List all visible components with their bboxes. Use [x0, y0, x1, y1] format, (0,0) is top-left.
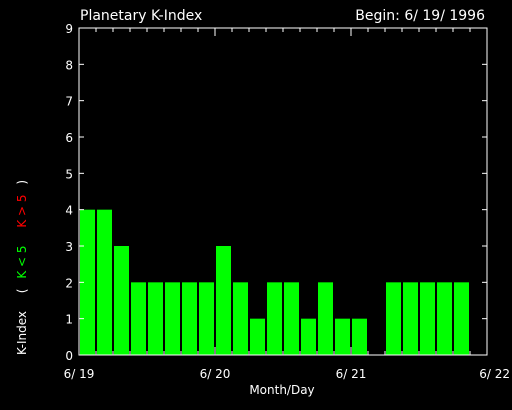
- bar-1: [97, 209, 112, 355]
- bar-12: [284, 282, 299, 355]
- y-tick-label-2: 2: [65, 276, 73, 290]
- chart-subtitle: Begin: 6/ 19/ 1996: [355, 8, 485, 24]
- bar-7: [199, 282, 214, 355]
- y-tick-label-1: 1: [65, 313, 73, 327]
- y-axis-label-close-paren: ): [15, 180, 29, 185]
- bar-8: [216, 246, 231, 355]
- y-tick-label-8: 8: [65, 58, 73, 72]
- y-axis-label-green: K < 5: [15, 245, 29, 278]
- y-tick-label-9: 9: [65, 22, 73, 36]
- y-tick-label-0: 0: [65, 349, 73, 363]
- bar-3: [131, 282, 146, 355]
- chart-title: Planetary K-Index: [80, 8, 202, 24]
- bar-13: [301, 318, 316, 355]
- bar-15: [335, 318, 350, 355]
- y-tick-label-5: 5: [65, 167, 73, 181]
- bar-5: [165, 282, 180, 355]
- bar-11: [267, 282, 282, 355]
- x-tick-label-0: 6/ 19: [64, 367, 95, 381]
- y-axis-label: K-Index ( K < 5 K > 5 ): [15, 180, 29, 355]
- bar-20: [420, 282, 435, 355]
- y-axis-label-prefix: K-Index: [15, 311, 29, 355]
- bar-10: [250, 318, 265, 355]
- bar-16: [352, 318, 367, 355]
- axes: [78, 27, 488, 356]
- y-tick-label-4: 4: [65, 204, 73, 218]
- x-tick-labels: 6/ 19 6/ 20 6/ 21 6/ 22: [64, 367, 510, 381]
- y-tick-label-3: 3: [65, 240, 73, 254]
- y-tick-label-7: 7: [65, 95, 73, 109]
- x-tick-label-1: 6/ 20: [200, 367, 231, 381]
- y-tick-labels: 0 1 2 3 4 5 6 7 8 9: [65, 22, 73, 363]
- bar-6: [182, 282, 197, 355]
- y-axis-label-red: K > 5: [15, 194, 29, 227]
- bar-18: [386, 282, 401, 355]
- bar-14: [318, 282, 333, 355]
- bar-9: [233, 282, 248, 355]
- bar-2: [114, 246, 129, 355]
- bar-4: [148, 282, 163, 355]
- x-axis-label: Month/Day: [249, 383, 314, 397]
- x-tick-label-2: 6/ 21: [336, 367, 367, 381]
- bar-22: [454, 282, 469, 355]
- bar-21: [437, 282, 452, 355]
- x-tick-label-3: 6/ 22: [479, 367, 510, 381]
- y-tick-label-6: 6: [65, 131, 73, 145]
- bar-19: [403, 282, 418, 355]
- y-axis-label-open-paren: (: [15, 289, 29, 294]
- bar-series: [80, 209, 469, 355]
